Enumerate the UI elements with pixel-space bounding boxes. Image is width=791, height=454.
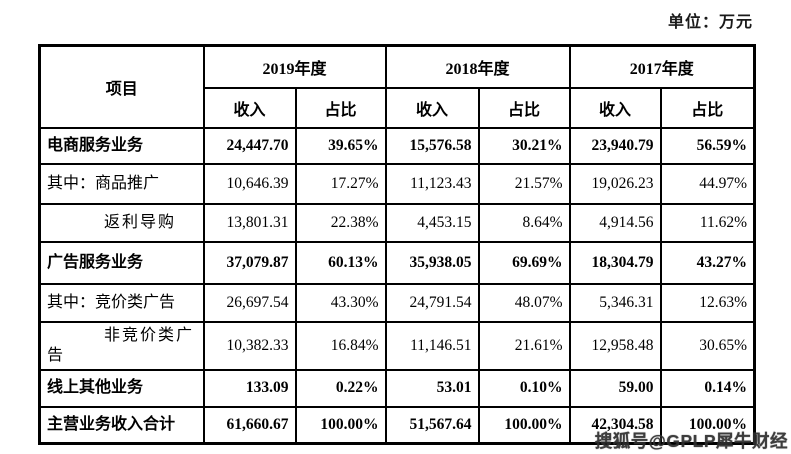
revenue-cell: 18,304.79 — [568, 240, 662, 285]
table-row: 主营业务收入合计 61,660.67 100.00% 51,567.64 100.00%… — [38, 405, 756, 445]
revenue-cell: 53.01 — [384, 368, 480, 408]
header-share-2018: 占比 — [477, 86, 571, 129]
revenue-cell: 23,940.79 — [568, 126, 662, 165]
row-label: 线上其他业务 — [38, 368, 205, 408]
header-year-2019: 2019年度 — [202, 44, 387, 89]
table-row: 线上其他业务 133.09 0.22% 53.01 0.10% 59.00 0.14% — [38, 368, 756, 408]
watermark: 搜狐号@GPLP犀牛财经 — [594, 431, 788, 451]
share-cell: 100.00% — [294, 405, 387, 445]
revenue-cell: 42,304.58 — [568, 405, 662, 445]
share-cell: 43.27% — [659, 240, 756, 285]
revenue-cell: 133.09 — [202, 368, 297, 408]
revenue-cell: 24,791.54 — [384, 282, 480, 323]
table-row: 电商服务业务 24,447.70 39.65% 15,576.58 30.21% 23,9… — [38, 126, 756, 165]
header-share-2017: 占比 — [659, 86, 756, 129]
revenue-cell: 26,697.54 — [202, 282, 297, 323]
row-label: 返利导购 — [38, 202, 205, 243]
revenue-cell: 51,567.64 — [384, 405, 480, 445]
header-year-2018: 2018年度 — [384, 44, 571, 89]
row-label: 主营业务收入合计 — [38, 405, 205, 445]
revenue-cell: 13,801.31 — [202, 202, 297, 243]
share-cell: 11.62% — [659, 202, 756, 243]
row-label: 其中：商品推广 — [38, 162, 205, 205]
revenue-cell: 37,079.87 — [202, 240, 297, 285]
share-cell: 17.27% — [294, 162, 387, 205]
header-revenue-2019: 收入 — [202, 86, 297, 129]
row-label: 电商服务业务 — [38, 126, 205, 165]
share-cell: 21.57% — [477, 162, 571, 205]
revenue-cell: 4,914.56 — [568, 202, 662, 243]
share-cell: 30.65% — [659, 320, 756, 371]
share-cell: 69.69% — [477, 240, 571, 285]
revenue-cell: 5,346.31 — [568, 282, 662, 323]
header-item: 项目 — [38, 44, 205, 129]
revenue-cell: 10,646.39 — [202, 162, 297, 205]
share-cell: 0.22% — [294, 368, 387, 408]
revenue-cell: 61,660.67 — [202, 405, 297, 445]
table-row: 其中：竞价类广告 26,697.54 43.30% 24,791.54 48.07% 5,… — [38, 282, 756, 323]
share-cell: 21.61% — [477, 320, 571, 371]
revenue-cell: 15,576.58 — [384, 126, 480, 165]
share-cell: 43.30% — [294, 282, 387, 323]
share-cell: 100.00% — [659, 405, 756, 445]
share-cell: 16.84% — [294, 320, 387, 371]
revenue-cell: 24,447.70 — [202, 126, 297, 165]
header-share-2019: 占比 — [294, 86, 387, 129]
share-cell: 48.07% — [477, 282, 571, 323]
revenue-cell: 12,958.48 — [568, 320, 662, 371]
row-label: 非竞价类广告 — [38, 320, 205, 371]
row-label: 其中：竞价类广告 — [38, 282, 205, 323]
revenue-table: 项目 2019年度 2018年度 2017年度 收入 占比 收入 占比 收入 占… — [38, 44, 757, 445]
share-cell: 39.65% — [294, 126, 387, 165]
table-row: 其中：商品推广 10,646.39 17.27% 11,123.43 21.57% 19,… — [38, 162, 756, 205]
revenue-cell: 10,382.33 — [202, 320, 297, 371]
share-cell: 8.64% — [477, 202, 571, 243]
revenue-cell: 11,123.43 — [384, 162, 480, 205]
revenue-cell: 11,146.51 — [384, 320, 480, 371]
revenue-cell: 59.00 — [568, 368, 662, 408]
share-cell: 100.00% — [477, 405, 571, 445]
share-cell: 0.14% — [659, 368, 756, 408]
share-cell: 0.10% — [477, 368, 571, 408]
header-year-2017: 2017年度 — [568, 44, 756, 89]
share-cell: 30.21% — [477, 126, 571, 165]
revenue-cell: 4,453.15 — [384, 202, 480, 243]
table-header: 项目 2019年度 2018年度 2017年度 收入 占比 收入 占比 收入 占… — [38, 44, 756, 129]
revenue-cell: 19,026.23 — [568, 162, 662, 205]
table-row: 返利导购 13,801.31 22.38% 4,453.15 8.64% 4,914.56… — [38, 202, 756, 243]
header-revenue-2018: 收入 — [384, 86, 480, 129]
row-label: 广告服务业务 — [38, 240, 205, 285]
share-cell: 22.38% — [294, 202, 387, 243]
revenue-cell: 35,938.05 — [384, 240, 480, 285]
share-cell: 56.59% — [659, 126, 756, 165]
table-row: 非竞价类广告 10,382.33 16.84% 11,146.51 21.61% 12,9… — [38, 320, 756, 371]
table-row: 广告服务业务 37,079.87 60.13% 35,938.05 69.69% 18,3… — [38, 240, 756, 285]
share-cell: 60.13% — [294, 240, 387, 285]
share-cell: 12.63% — [659, 282, 756, 323]
unit-label: 单位：万元 — [667, 14, 753, 31]
header-revenue-2017: 收入 — [568, 86, 662, 129]
table-body: 电商服务业务 24,447.70 39.65% 15,576.58 30.21% 23,9… — [38, 126, 756, 445]
share-cell: 44.97% — [659, 162, 756, 205]
